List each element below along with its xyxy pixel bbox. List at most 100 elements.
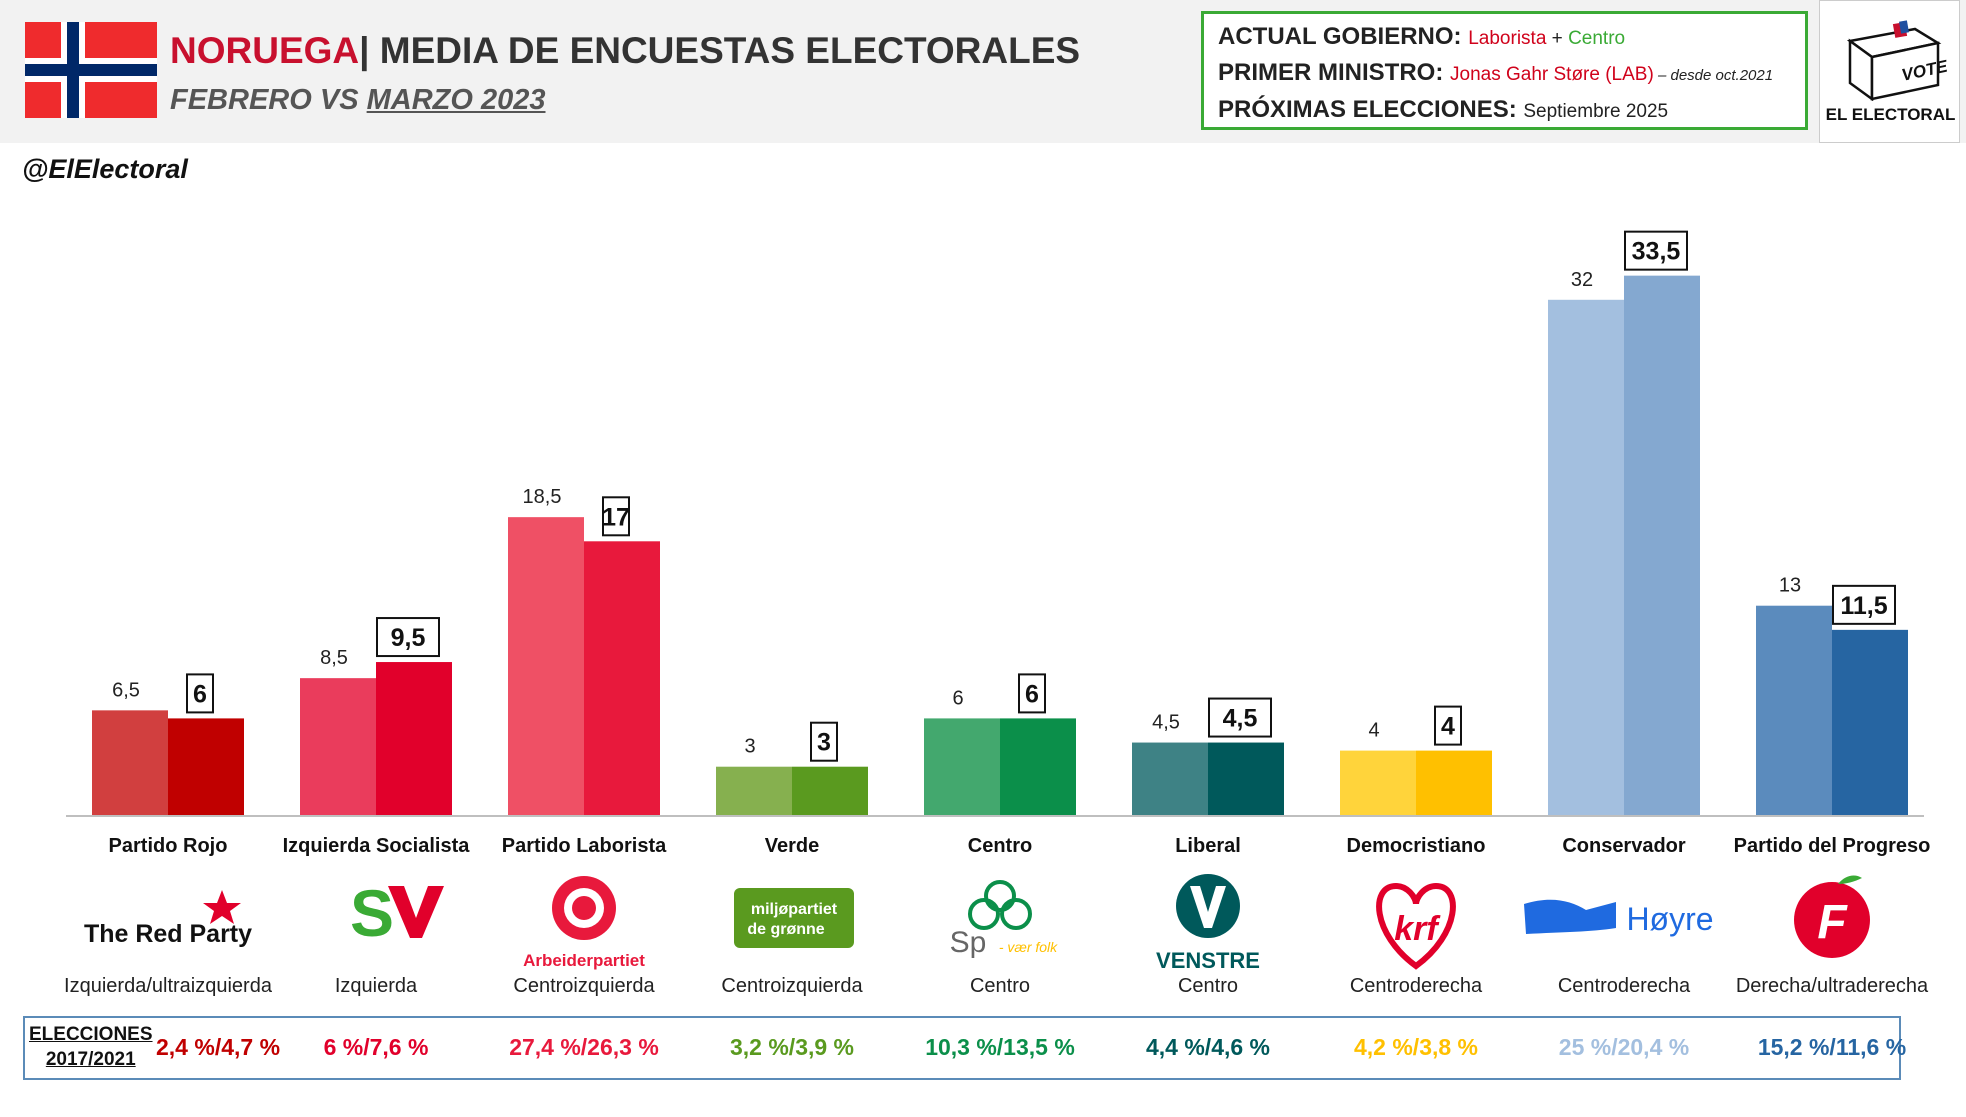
value-label-box xyxy=(186,673,214,714)
bar-prev xyxy=(1548,299,1624,815)
next-election-value: Septiembre 2025 xyxy=(1523,101,1669,122)
value-label-curr: 4,5 xyxy=(1223,705,1258,733)
election-result: 3,2 %/3,9 % xyxy=(729,1034,855,1060)
subtitle-month2: MARZO 2023 xyxy=(366,84,546,116)
bar-curr xyxy=(792,766,868,815)
next-election-line: PRÓXIMAS ELECCIONES: Septiembre 2025 xyxy=(1218,93,1791,129)
government-party2: Centro xyxy=(1568,28,1626,49)
page-subtitle: FEBRERO VS MARZO 2023 xyxy=(170,84,546,117)
ideology-label: Centroizquierda xyxy=(513,975,655,997)
next-election-label: PRÓXIMAS ELECCIONES: xyxy=(1218,96,1517,123)
bar-prev xyxy=(1132,742,1208,815)
category-label: Partido Laborista xyxy=(501,835,667,857)
category-label: Verde xyxy=(764,835,820,857)
value-label-box xyxy=(1624,230,1688,271)
value-label-box xyxy=(1018,673,1046,714)
election-result: 6 %/7,6 % xyxy=(323,1034,429,1060)
svg-text:Arbeiderpartiet: Arbeiderpartiet xyxy=(523,951,645,970)
value-label-curr: 3 xyxy=(817,729,831,757)
election-result: 25 %/20,4 % xyxy=(1558,1034,1690,1060)
value-label-curr: 33,5 xyxy=(1632,238,1681,266)
ideology-label: Centroderecha xyxy=(1349,975,1483,997)
bar-curr xyxy=(1000,718,1076,815)
category-label: Liberal xyxy=(1175,835,1241,857)
value-label-curr: 6 xyxy=(1025,680,1039,708)
value-label-prev: 3 xyxy=(744,736,755,758)
value-label-box xyxy=(810,721,838,762)
value-label-box xyxy=(1208,697,1272,738)
value-label-prev: 32 xyxy=(1571,269,1593,291)
bar-prev xyxy=(300,678,376,815)
sv-logo-icon: S xyxy=(272,870,480,978)
category-label: Conservador xyxy=(1562,835,1686,857)
red-party-logo-icon: The Red Party xyxy=(64,870,272,978)
svg-text:miljøpartiet: miljøpartiet xyxy=(751,901,838,918)
prime-minister-line: PRIMER MINISTRO: Jonas Gahr Støre (LAB) … xyxy=(1218,56,1791,93)
svg-text:- vær folk: - vær folk xyxy=(999,939,1058,955)
page-title: NORUEGA| MEDIA DE ENCUESTAS ELECTORALES xyxy=(170,30,1080,72)
value-label-prev: 4,5 xyxy=(1152,712,1180,734)
elections-box xyxy=(23,1016,1901,1080)
bar-prev xyxy=(1756,605,1832,815)
mdg-logo-icon: miljøpartiet de grønne xyxy=(688,870,896,978)
hoyre-logo-icon: Høyre xyxy=(1520,870,1728,978)
bar-curr xyxy=(1416,750,1492,815)
elections-label-line2: 2017/2021 xyxy=(45,1049,136,1070)
frp-logo-icon: F xyxy=(1728,870,1936,978)
category-label: Democristiano xyxy=(1346,835,1486,857)
election-result: 10,3 %/13,5 % xyxy=(925,1034,1075,1060)
norway-flag-icon xyxy=(25,22,157,118)
government-info-box: ACTUAL GOBIERNO: Laborista + Centro PRIM… xyxy=(1201,11,1808,130)
bar-curr xyxy=(1832,629,1908,815)
svg-text:The Red Party: The Red Party xyxy=(84,920,252,948)
ideology-label: Centroderecha xyxy=(1557,975,1691,997)
election-result: 4,4 %/4,6 % xyxy=(1145,1034,1271,1060)
subtitle-month1: FEBRERO xyxy=(170,84,312,116)
election-result: 27,4 %/26,3 % xyxy=(509,1034,659,1060)
svg-text:de grønne: de grønne xyxy=(747,921,824,938)
arbeiderpartiet-logo-icon: Arbeiderpartiet xyxy=(480,870,688,978)
bar-curr xyxy=(584,541,660,815)
bar-prev xyxy=(508,517,584,815)
el-electoral-logo: VOTE EL ELECTORAL xyxy=(1819,0,1960,143)
ideology-label: Izquierda xyxy=(334,975,418,997)
svg-text:Sp: Sp xyxy=(950,926,987,959)
value-label-box xyxy=(376,617,440,658)
bar-prev xyxy=(924,718,1000,815)
bar-chart: 6,5 6 8,5 9,5 18,5 17 3 3 6 6 4,5 4,5 4 4 32 33,5 13 11,5 xyxy=(66,230,1924,817)
value-label-curr: 9,5 xyxy=(391,624,426,652)
category-label: Izquierda Socialista xyxy=(282,835,470,857)
category-label: Centro xyxy=(967,835,1033,857)
senterpartiet-logo-icon: Sp - vær folk xyxy=(896,870,1104,978)
value-label-box xyxy=(602,496,630,537)
category-label: Partido del Progreso xyxy=(1733,835,1931,857)
prime-minister-label: PRIMER MINISTRO: xyxy=(1218,59,1444,86)
bar-curr xyxy=(376,662,452,815)
ideology-label: Izquierda/ultraizquierda xyxy=(64,975,272,997)
krf-logo-icon: krf xyxy=(1312,870,1520,978)
subtitle-vs: VS xyxy=(311,84,367,116)
value-label-curr: 4 xyxy=(1441,713,1455,741)
svg-text:krf: krf xyxy=(1394,910,1441,948)
government-line: ACTUAL GOBIERNO: Laborista + Centro xyxy=(1218,20,1791,56)
venstre-logo-icon: VENSTRE xyxy=(1104,870,1312,978)
svg-text:S: S xyxy=(350,876,394,950)
bar-curr xyxy=(1624,275,1700,815)
ballot-box-icon: VOTE xyxy=(1846,20,1950,102)
value-label-prev: 18,5 xyxy=(523,486,562,508)
ideology-label: Centro xyxy=(969,975,1031,997)
ideology-label: Derecha/ultraderecha xyxy=(1735,975,1929,997)
ideology-label: Centroizquierda xyxy=(721,975,863,997)
value-label-prev: 13 xyxy=(1779,575,1801,597)
value-label-curr: 6 xyxy=(193,680,207,708)
value-label-prev: 6 xyxy=(952,687,963,709)
election-result: 15,2 %/11,6 % xyxy=(1757,1034,1907,1060)
election-result: 4,2 %/3,8 % xyxy=(1353,1034,1479,1060)
value-label-prev: 8,5 xyxy=(320,647,348,669)
government-plus: + xyxy=(1546,28,1569,49)
value-label-curr: 11,5 xyxy=(1840,592,1887,620)
bar-prev xyxy=(716,766,792,815)
twitter-handle: @ElElectoral xyxy=(22,154,188,184)
value-label-prev: 6,5 xyxy=(112,679,140,701)
election-result: 2,4 %/4,7 % xyxy=(156,1034,281,1060)
